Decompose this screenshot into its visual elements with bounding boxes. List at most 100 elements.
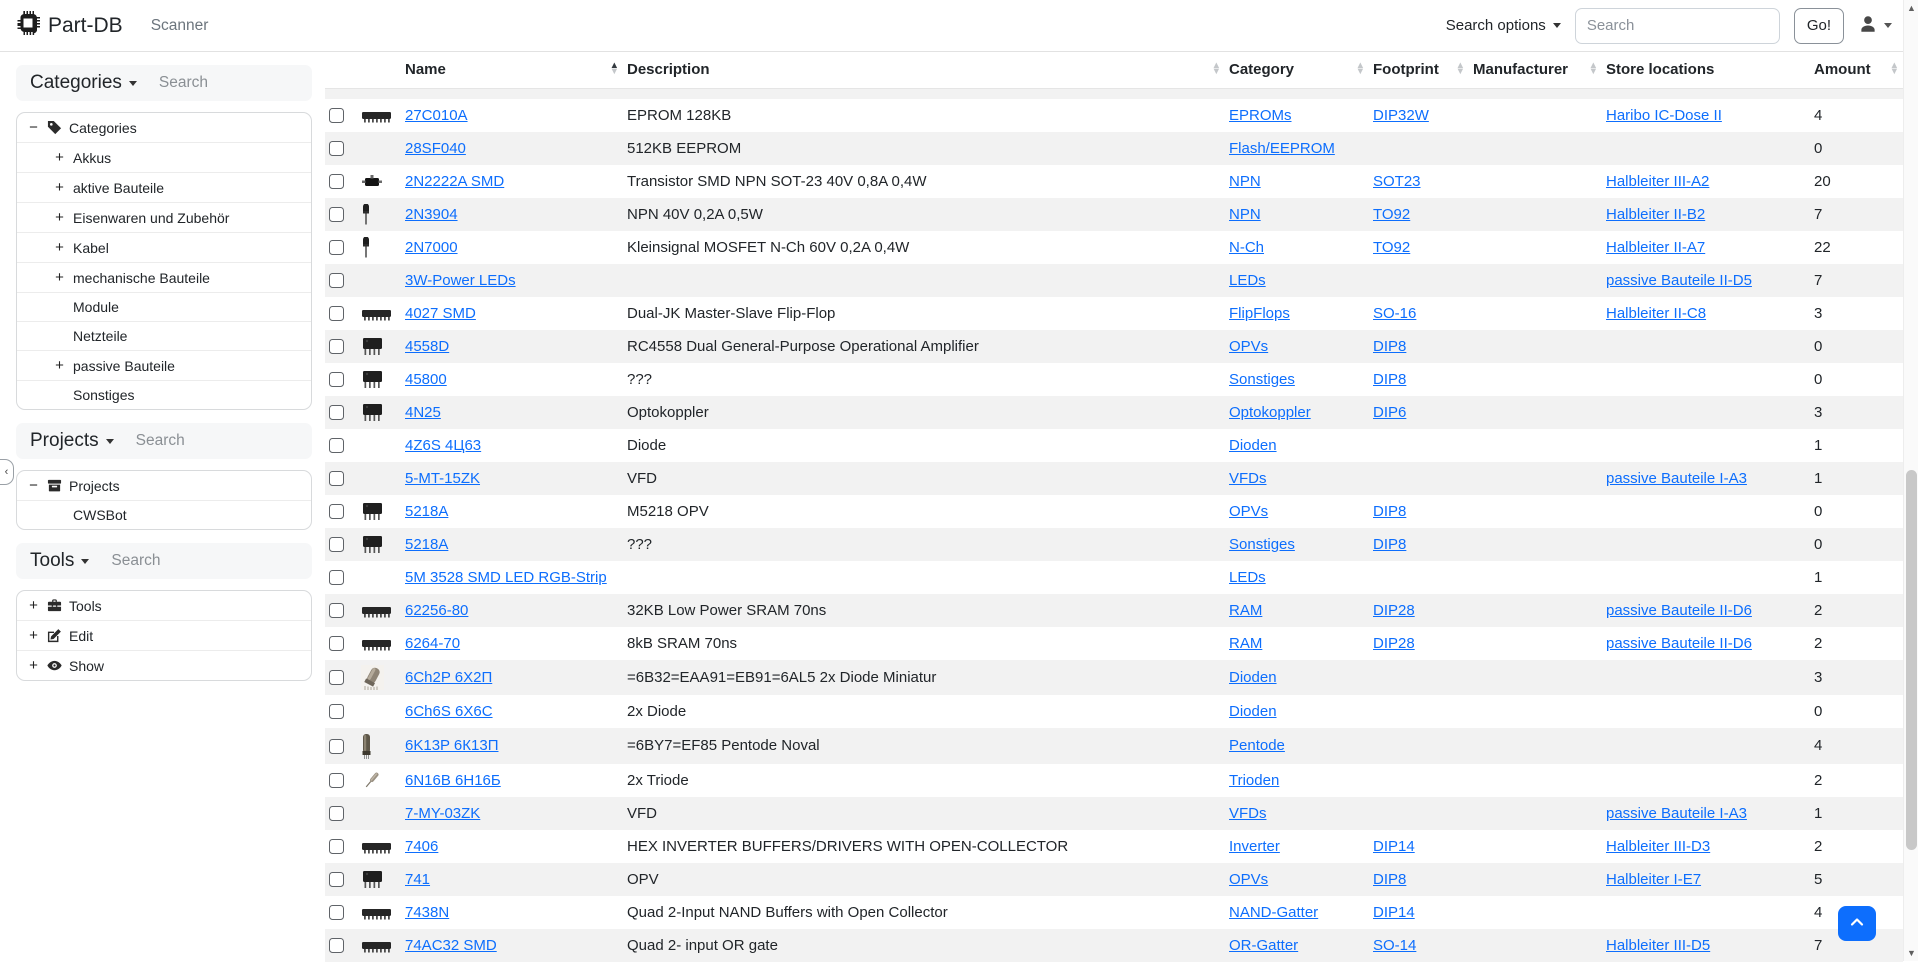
row-checkbox[interactable]: [329, 738, 344, 754]
category-link[interactable]: RAM: [1229, 601, 1263, 619]
row-checkbox[interactable]: [329, 372, 344, 388]
arrow-down-icon[interactable]: ▼: [1907, 948, 1916, 958]
row-checkbox[interactable]: [329, 471, 344, 487]
row-checkbox[interactable]: [329, 273, 344, 289]
part-name-link[interactable]: 6Ch2P 6Х2П: [405, 668, 493, 686]
footprint-link[interactable]: TO92: [1373, 238, 1411, 256]
category-link[interactable]: FlipFlops: [1229, 304, 1290, 322]
footprint-link[interactable]: DIP14: [1373, 837, 1415, 855]
row-checkbox[interactable]: [329, 773, 344, 789]
tree-item-cwsbot[interactable]: CWSBot: [17, 500, 311, 529]
category-link[interactable]: Pentode: [1229, 737, 1285, 754]
footprint-link[interactable]: DIP28: [1373, 601, 1415, 619]
part-name-link[interactable]: 45800: [405, 370, 447, 388]
category-link[interactable]: N-Ch: [1229, 238, 1265, 256]
part-name-link[interactable]: 4027 SMD: [405, 304, 476, 322]
footprint-link[interactable]: DIP8: [1373, 337, 1407, 355]
store-location-link[interactable]: passive Bauteile I-A3: [1606, 804, 1747, 822]
part-name-link[interactable]: 4558D: [405, 337, 450, 355]
footprint-link[interactable]: DIP8: [1373, 535, 1407, 553]
row-checkbox[interactable]: [329, 306, 344, 322]
nav-item-scanner[interactable]: Scanner: [150, 16, 209, 34]
row-checkbox[interactable]: [329, 240, 344, 256]
category-link[interactable]: Inverter: [1229, 837, 1280, 855]
row-checkbox[interactable]: [329, 108, 344, 124]
part-name-link[interactable]: 3W-Power LEDs: [405, 271, 516, 289]
footprint-link[interactable]: SO-14: [1373, 936, 1417, 954]
store-location-link[interactable]: Halbleiter II-B2: [1606, 205, 1706, 223]
category-link[interactable]: Flash/EEPROM: [1229, 139, 1335, 157]
store-location-link[interactable]: Halbleiter III-D3: [1606, 837, 1711, 855]
store-location-link[interactable]: passive Bauteile II-D6: [1606, 601, 1752, 619]
part-name-link[interactable]: 74AC32 SMD: [405, 936, 497, 954]
footprint-link[interactable]: DIP14: [1373, 903, 1415, 921]
part-name-link[interactable]: 27C010A: [405, 106, 468, 124]
part-name-link[interactable]: 6N16B 6Н16Б: [405, 771, 501, 789]
search-go-button[interactable]: Go!: [1793, 7, 1844, 44]
part-name-link[interactable]: 5218A: [405, 535, 449, 553]
row-checkbox[interactable]: [329, 207, 344, 223]
footprint-link[interactable]: DIP8: [1373, 870, 1407, 888]
row-checkbox[interactable]: [329, 405, 344, 421]
row-checkbox[interactable]: [329, 872, 344, 888]
category-link[interactable]: LEDs: [1229, 568, 1266, 586]
row-checkbox[interactable]: [329, 670, 344, 686]
part-name-link[interactable]: 2N3904: [405, 205, 458, 223]
column-header-manufacturer[interactable]: Manufacturer ▲ ▼: [1469, 52, 1602, 89]
column-header-description[interactable]: Description ▲ ▼: [623, 52, 1225, 89]
column-header-name[interactable]: Name ▲ ▼: [401, 52, 623, 89]
tools-panel-dropdown[interactable]: Tools: [30, 550, 90, 572]
row-checkbox[interactable]: [329, 938, 344, 954]
row-checkbox[interactable]: [329, 905, 344, 921]
row-checkbox[interactable]: [329, 704, 344, 720]
store-location-link[interactable]: passive Bauteile II-D5: [1606, 271, 1752, 289]
category-link[interactable]: Dioden: [1229, 702, 1277, 720]
row-checkbox[interactable]: [329, 339, 344, 355]
collapse-icon[interactable]: −: [29, 119, 38, 136]
expand-icon[interactable]: +: [55, 269, 64, 286]
row-checkbox[interactable]: [329, 806, 344, 822]
expand-icon[interactable]: +: [29, 627, 38, 644]
back-to-top-button[interactable]: [1838, 906, 1876, 941]
projects-panel-dropdown[interactable]: Projects: [30, 430, 114, 452]
global-search-input[interactable]: [1574, 7, 1780, 44]
tree-item-sonstiges[interactable]: Sonstiges: [17, 380, 311, 409]
tree-item-kabel[interactable]: + Kabel: [17, 232, 311, 262]
vertical-scrollbar[interactable]: ▲ ▼: [1903, 0, 1918, 961]
expand-icon[interactable]: +: [55, 179, 64, 196]
projects-search-input[interactable]: [133, 431, 244, 451]
category-link[interactable]: Sonstiges: [1229, 535, 1295, 553]
footprint-link[interactable]: DIP32W: [1373, 106, 1429, 124]
tree-item-edit[interactable]: + Edit: [17, 620, 311, 650]
app-brand[interactable]: Part-DB: [16, 10, 123, 41]
arrow-up-icon[interactable]: ▲: [1907, 3, 1916, 13]
column-header-amount[interactable]: Amount ▲ ▼: [1810, 52, 1903, 89]
row-checkbox[interactable]: [329, 839, 344, 855]
tree-item-module[interactable]: Module: [17, 292, 311, 321]
part-name-link[interactable]: 6Ch6S 6Х6С: [405, 702, 493, 720]
footprint-link[interactable]: DIP8: [1373, 502, 1407, 520]
user-menu[interactable]: [1858, 14, 1892, 38]
category-link[interactable]: Dioden: [1229, 668, 1277, 686]
part-name-link[interactable]: 4N25: [405, 403, 441, 421]
row-checkbox[interactable]: [329, 438, 344, 454]
tree-item-eisenwaren-und-zubehör[interactable]: + Eisenwaren und Zubehör: [17, 202, 311, 232]
part-name-link[interactable]: 6K13P 6К13П: [405, 737, 499, 754]
collapse-icon[interactable]: −: [29, 477, 38, 494]
store-location-link[interactable]: Halbleiter II-C8: [1606, 304, 1707, 322]
store-location-link[interactable]: Halbleiter III-D5: [1606, 936, 1711, 954]
part-name-link[interactable]: 62256-80: [405, 601, 469, 619]
part-name-link[interactable]: 2N7000: [405, 238, 458, 256]
part-name-link[interactable]: 2N2222A SMD: [405, 172, 505, 190]
tree-item-netzteile[interactable]: Netzteile: [17, 321, 311, 350]
categories-search-input[interactable]: [156, 73, 267, 93]
tools-search-input[interactable]: [109, 551, 220, 571]
part-name-link[interactable]: 4Z6S 4Ц63: [405, 436, 482, 454]
row-checkbox[interactable]: [329, 636, 344, 652]
category-link[interactable]: OR-Gatter: [1229, 936, 1299, 954]
categories-panel-dropdown[interactable]: Categories: [30, 72, 137, 94]
part-name-link[interactable]: 741: [405, 870, 431, 888]
part-name-link[interactable]: 7406: [405, 837, 439, 855]
category-link[interactable]: Trioden: [1229, 771, 1280, 789]
row-checkbox[interactable]: [329, 174, 344, 190]
